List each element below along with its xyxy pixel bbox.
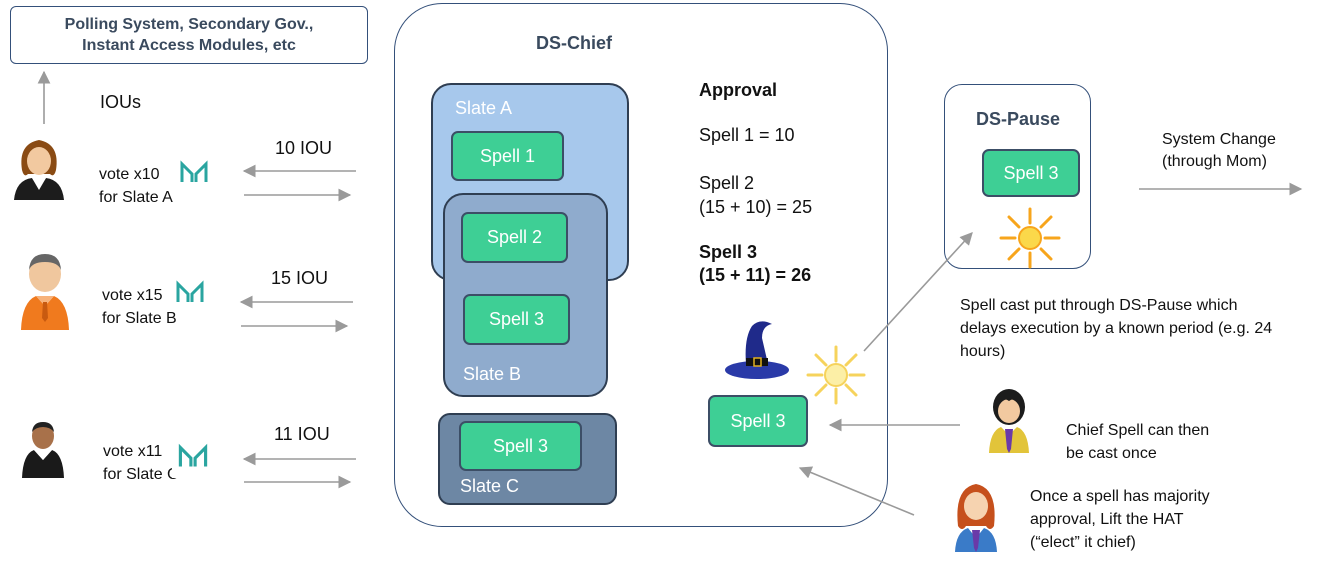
caster-icon (989, 389, 1029, 453)
approval-spell-2-label: Spell 2 (699, 173, 755, 193)
wizard-hat-icon (725, 321, 789, 379)
approval-spell-1: Spell 1 = 10 (699, 125, 795, 145)
approval-spell-2-calc: (15 + 10) = 25 (699, 197, 813, 217)
modules-line-1: Polling System, Secondary Gov., (64, 16, 314, 33)
voter-2-iou: 15 IOU (271, 268, 329, 288)
voter-woman-icon (14, 140, 64, 200)
slate-b-label: Slate B (463, 364, 522, 384)
system-change-line-2: (through Mom) (1162, 153, 1267, 170)
system-change-line-1: System Change (1162, 131, 1276, 148)
approval-spell-3-calc: (15 + 11) = 26 (699, 265, 812, 285)
approval-spell-3-label: Spell 3 (699, 242, 758, 262)
voter-2-slate: for Slate B (102, 310, 177, 327)
lift-note-line-2: approval, Lift the HAT (1030, 511, 1184, 528)
lifter-icon (955, 484, 997, 552)
pause-note-line-3: hours) (960, 343, 1006, 360)
cast-note-line-2: be cast once (1066, 445, 1157, 462)
arrow-to-pause (863, 232, 973, 352)
slate-c-label: Slate C (460, 476, 520, 496)
lift-note-line-1: Once a spell has majority (1030, 488, 1210, 505)
cast-note-line-1: Chief Spell can then (1066, 422, 1210, 439)
voter-3-iou: 11 IOU (274, 424, 330, 444)
slate-c-spell-3: Spell 3 (459, 421, 582, 471)
slate-b-spell-3: Spell 3 (463, 294, 570, 345)
slate-a-spell-1: Spell 1 (451, 131, 564, 181)
voter-man-icon (21, 254, 69, 330)
voter-1-slate: for Slate A (99, 189, 173, 206)
voter-3-slate: for Slate C (103, 466, 179, 483)
modules-line-2: Instant Access Modules, etc (82, 37, 296, 54)
pause-note-line-1: Spell cast put through DS-Pause which (960, 297, 1238, 314)
arrow-lift (798, 466, 915, 516)
ious-label: IOUs (100, 92, 142, 112)
approval-heading: Approval (699, 80, 778, 100)
pause-spell-3: Spell 3 (982, 149, 1080, 197)
ds-chief-title: DS-Chief (536, 33, 612, 53)
mkr-logo-icon (170, 272, 210, 312)
sparkle-icon (999, 207, 1061, 269)
mkr-logo-icon (174, 152, 214, 192)
ds-pause-title: DS-Pause (976, 109, 1061, 129)
mkr-logo-icon (172, 434, 214, 478)
voter-1-iou: 10 IOU (275, 138, 333, 158)
voter-3-vote: vote x11 (103, 443, 163, 460)
lift-note-line-3: (“elect” it chief) (1030, 534, 1136, 551)
voter-1-vote: vote x10 (99, 166, 160, 183)
pause-note-line-2: delays execution by a known period (e.g.… (960, 320, 1273, 337)
chief-spell-3: Spell 3 (708, 395, 808, 447)
voter-2-vote: vote x15 (102, 287, 163, 304)
slate-b-spell-2: Spell 2 (461, 212, 568, 263)
modules-box: Polling System, Secondary Gov., Instant … (10, 6, 368, 64)
voter-suit-icon (22, 422, 64, 478)
slate-a-label: Slate A (455, 98, 513, 118)
sparkle-icon (806, 345, 866, 405)
